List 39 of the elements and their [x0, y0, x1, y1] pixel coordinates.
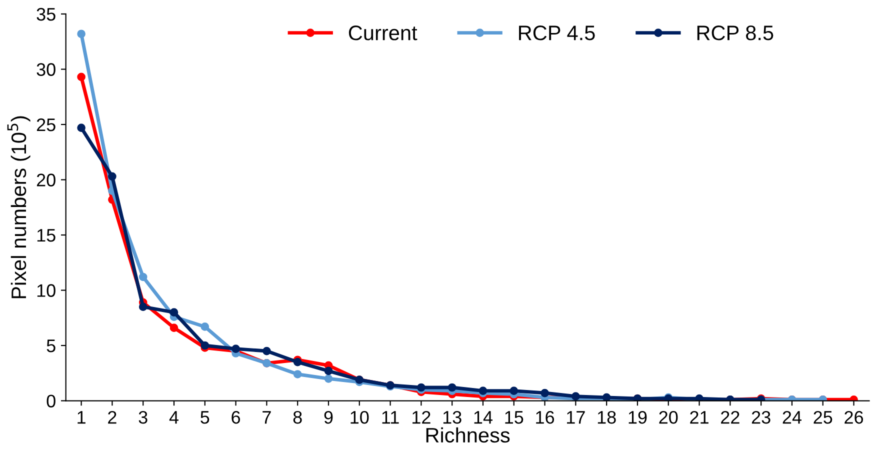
- x-tick-label: 10: [350, 410, 369, 424]
- x-tick-label: 7: [262, 411, 271, 424]
- x-tick-label: 18: [598, 410, 616, 424]
- y-tick-label: 35: [36, 8, 56, 21]
- x-tick-label: 9: [324, 410, 333, 424]
- y-tick-label: 10: [37, 284, 56, 297]
- x-tick-label: 23: [752, 410, 770, 424]
- y-tick-label: 15: [37, 229, 56, 242]
- x-tick-label: 2: [108, 410, 116, 424]
- x-tick-label: 15: [505, 411, 524, 424]
- legend-label: RCP 4.5: [519, 26, 595, 40]
- legend-label: Current: [348, 26, 418, 40]
- y-tick-label: 25: [36, 118, 56, 132]
- y-tick-label: 30: [36, 63, 56, 76]
- x-tick-label: 11: [382, 411, 399, 424]
- y-tick-label: 5: [46, 340, 56, 352]
- x-axis-title: Richness: [426, 427, 510, 443]
- x-tick-label: 5: [200, 411, 210, 424]
- x-tick-label: 19: [628, 410, 647, 424]
- y-tick-label: 20: [36, 174, 56, 186]
- x-tick-label: 13: [443, 410, 462, 424]
- x-tick-label: 8: [293, 410, 302, 424]
- x-tick-label: 12: [412, 410, 430, 424]
- y-axis-title: Pixel numbers (10$^{5}$): [7, 116, 30, 298]
- x-tick-label: 25: [814, 410, 832, 424]
- x-tick-label: 21: [690, 410, 708, 424]
- x-tick-label: 22: [721, 410, 740, 424]
- x-tick-label: 4: [169, 411, 178, 424]
- x-tick-label: 6: [232, 410, 240, 424]
- x-tick-label: 3: [138, 410, 148, 424]
- x-tick-label: 20: [659, 410, 678, 424]
- x-tick-label: 26: [844, 410, 864, 424]
- x-tick-label: 1: [78, 411, 86, 424]
- x-tick-label: 24: [782, 410, 802, 424]
- x-tick-label: 14: [474, 411, 492, 424]
- legend-label: RCP 8.5: [697, 26, 774, 40]
- x-tick-label: 16: [536, 410, 554, 424]
- x-tick-label: 17: [567, 411, 585, 424]
- y-tick-label: 0: [46, 394, 56, 408]
